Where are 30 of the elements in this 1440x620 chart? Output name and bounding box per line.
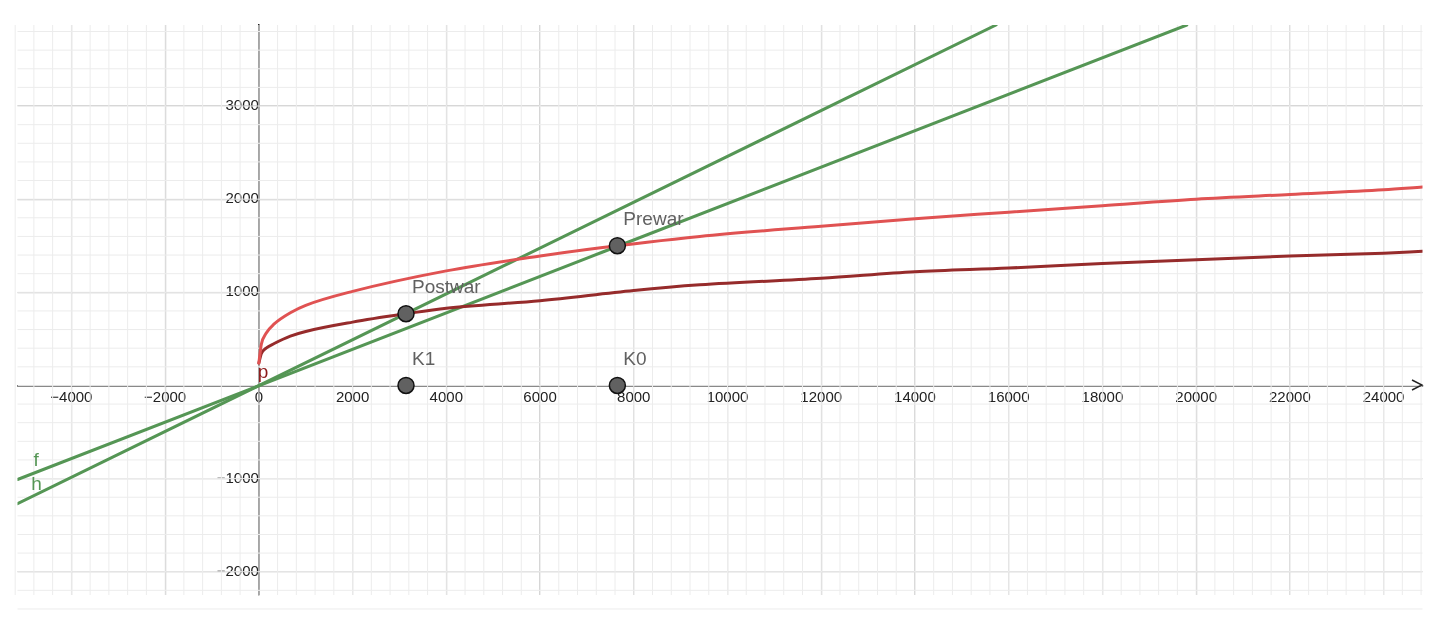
x-tick-label: 4000	[429, 387, 463, 405]
x-tick-label: 8000	[617, 387, 651, 405]
point	[397, 376, 415, 395]
x-tick-label: 2000	[335, 387, 370, 405]
x-tick-label: 6000	[523, 387, 557, 405]
point	[608, 236, 627, 255]
y-tick-label: 1000	[225, 282, 259, 300]
series-label: K0	[623, 348, 647, 370]
x-tick-label: −2000	[144, 387, 187, 405]
y-tick-label: −1000	[216, 468, 259, 486]
series-label: f	[33, 448, 40, 470]
line-series	[257, 249, 1423, 365]
series-label: h	[31, 472, 42, 494]
annotation: p	[257, 361, 269, 383]
x-tick-label: 18000	[1081, 387, 1124, 405]
y-tick-label: −2000	[216, 561, 259, 579]
y-tick-label: 3000	[225, 96, 259, 114]
series-label: K1	[412, 348, 436, 370]
point	[397, 304, 415, 323]
x-tick-label: −4000	[50, 387, 93, 405]
x-tick-label: 20000	[1175, 387, 1217, 405]
x-tick-label: 16000	[987, 387, 1030, 405]
y-tick-label: 2000	[225, 189, 259, 207]
x-tick-label: 10000	[706, 387, 749, 405]
x-tick-label: 22000	[1269, 387, 1311, 405]
series-label: Prewar	[623, 208, 685, 230]
x-tick-label: 24000	[1362, 387, 1405, 405]
line-series	[257, 185, 1423, 365]
x-tick-label: 12000	[800, 387, 843, 405]
x-tick-label: 14000	[894, 387, 936, 405]
